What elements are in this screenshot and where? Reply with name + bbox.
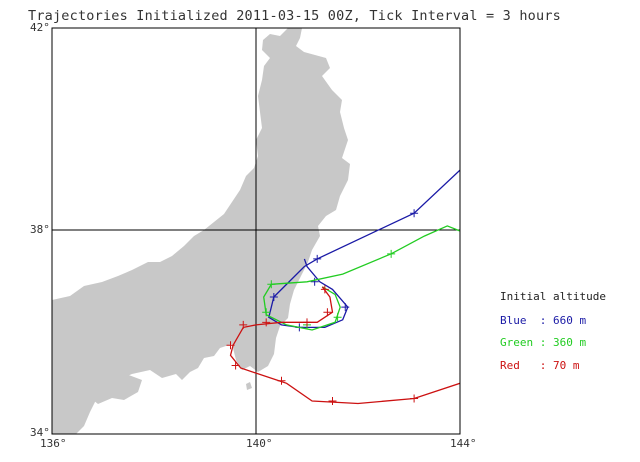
land-honshu [52,28,350,434]
legend-item-red: Red : 70 m [500,359,580,372]
trajectory-tick-red [303,318,311,327]
x-tick-label: 140° [246,437,273,450]
legend-item-green: Green : 360 m [500,336,587,349]
trajectory-tick-red [328,397,337,406]
x-tick-label: 136° [40,437,67,450]
legend-title: Initial altitude [500,290,606,303]
trajectory-tick-blue [310,277,319,286]
land-sado [230,198,242,216]
trajectory-tick-blue [313,254,322,263]
trajectory-line-green [263,225,460,331]
trajectory-tick-red [320,285,329,294]
trajectory-tick-blue [269,292,278,301]
x-tick-label: 144° [450,437,477,450]
land-oshima [246,382,252,390]
trajectory-tick-red [262,318,271,327]
trajectory-tick-green [333,313,342,322]
trajectory-tick-red [323,308,332,317]
map-frame [51,27,461,435]
trajectory-tick-red [410,394,419,403]
y-tick-label: 38° [30,223,50,236]
trajectory-tick-blue [341,303,350,312]
trajectory-tick-blue [410,209,419,218]
map-title: Trajectories Initialized 2011-03-15 00Z,… [28,8,561,24]
land-shikoku [88,372,142,404]
trajectory-tick-green [262,308,271,317]
trajectory-tick-red [277,376,286,385]
y-tick-label: 34° [30,426,50,439]
legend-item-blue: Blue : 660 m [500,314,587,327]
trajectory-tick-green [387,249,396,258]
trajectory-tracks [226,169,460,406]
trajectory-tick-red [226,341,235,350]
y-tick-label: 42° [30,21,50,34]
trajectory-tick-green [267,280,276,289]
trajectory-tick-red [231,361,240,370]
land-awaji [68,366,80,384]
trajectory-tick-red [239,320,248,329]
